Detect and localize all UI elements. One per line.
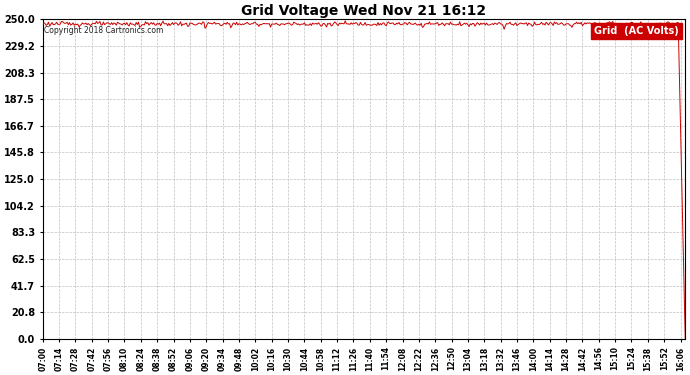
Text: Grid  (AC Volts): Grid (AC Volts) [594, 26, 679, 36]
Text: Copyright 2018 Cartronics.com: Copyright 2018 Cartronics.com [44, 26, 164, 35]
Title: Grid Voltage Wed Nov 21 16:12: Grid Voltage Wed Nov 21 16:12 [241, 4, 486, 18]
